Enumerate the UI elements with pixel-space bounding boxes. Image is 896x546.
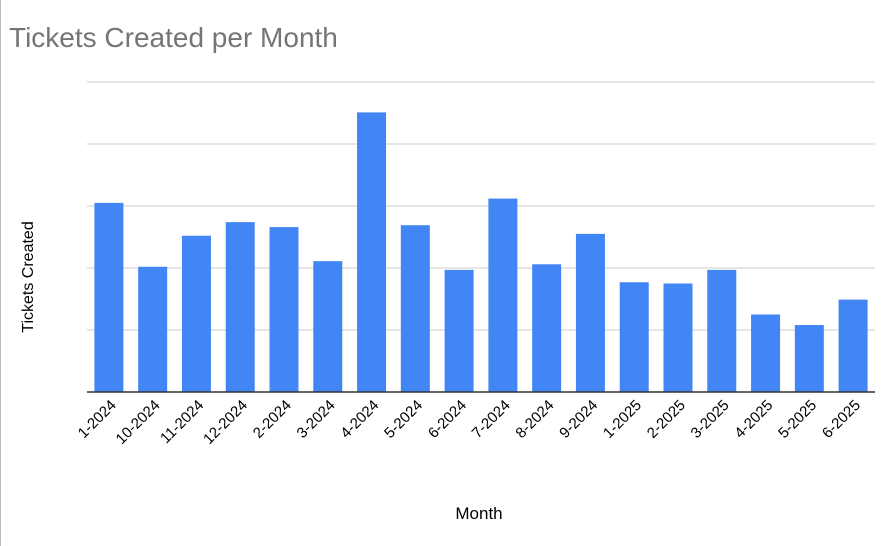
x-tick-label: 5-2025 bbox=[775, 397, 820, 442]
bar-8-2024 bbox=[532, 264, 562, 392]
x-tick-label: 7-2024 bbox=[469, 397, 514, 442]
bar-4-2025 bbox=[751, 314, 781, 392]
bar-12-2024 bbox=[225, 222, 255, 392]
chart-title: Tickets Created per Month bbox=[9, 22, 338, 53]
bar-6-2024 bbox=[444, 269, 474, 392]
bar-2-2024 bbox=[269, 227, 299, 392]
x-tick-label: 3-2025 bbox=[688, 397, 733, 442]
bar-5-2025 bbox=[794, 325, 824, 392]
x-tick-label: 4-2025 bbox=[731, 397, 776, 442]
bar-9-2024 bbox=[575, 233, 605, 392]
x-tick-label: 6-2025 bbox=[819, 397, 864, 442]
x-tick-label: 12-2024 bbox=[200, 397, 251, 448]
x-tick-label: 6-2024 bbox=[425, 397, 470, 442]
x-tick-label: 2-2024 bbox=[250, 397, 295, 442]
bar-3-2024 bbox=[313, 261, 343, 392]
bars bbox=[94, 112, 868, 392]
bar-10-2024 bbox=[138, 266, 168, 392]
bar-1-2025 bbox=[619, 282, 649, 392]
x-axis-label: Month bbox=[455, 504, 503, 523]
x-tick-label: 1-2025 bbox=[600, 397, 645, 442]
bar-7-2024 bbox=[488, 198, 518, 392]
bar-6-2025 bbox=[838, 299, 868, 392]
x-tick-label: 5-2024 bbox=[381, 397, 426, 442]
gridlines bbox=[87, 81, 875, 331]
x-tick-labels: 1-202410-202411-202412-20242-20243-20244… bbox=[75, 397, 864, 448]
x-tick-label: 8-2024 bbox=[512, 397, 557, 442]
bar-1-2024 bbox=[94, 202, 124, 392]
bar-5-2024 bbox=[400, 225, 430, 392]
x-tick-label: 10-2024 bbox=[113, 397, 164, 448]
x-tick-label: 9-2024 bbox=[556, 397, 601, 442]
x-tick-label: 3-2024 bbox=[294, 397, 339, 442]
bar-4-2024 bbox=[357, 112, 387, 392]
x-tick-label: 4-2024 bbox=[337, 397, 382, 442]
bar-2-2025 bbox=[663, 283, 693, 392]
bar-11-2024 bbox=[181, 235, 211, 392]
x-tick-label: 11-2024 bbox=[157, 397, 207, 447]
bar-3-2025 bbox=[707, 269, 737, 392]
x-tick-label: 2-2025 bbox=[644, 397, 689, 442]
